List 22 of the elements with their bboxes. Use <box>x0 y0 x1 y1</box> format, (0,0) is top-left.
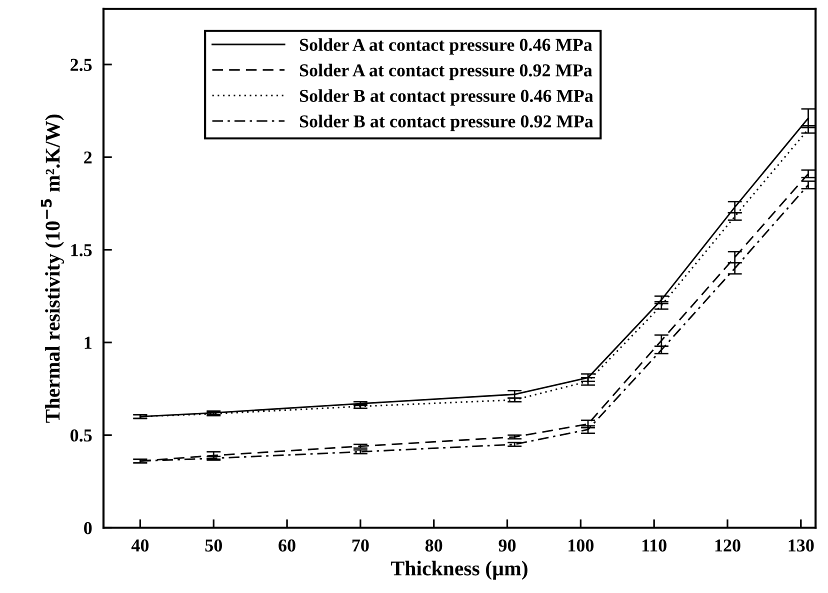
y-tick-label: 0.5 <box>70 429 92 442</box>
legend-label: Solder A at contact pressure 0.46 MPa <box>300 38 592 55</box>
y-tick-label: 1 <box>84 336 92 349</box>
y-tick-label: 1.5 <box>71 244 92 256</box>
x-tick-label: 110 <box>642 539 666 552</box>
x-tick-label: 70 <box>352 539 369 552</box>
x-tick-label: 120 <box>715 539 740 552</box>
y-tick-label: 2 <box>84 151 92 164</box>
x-tick-label: 60 <box>278 539 296 552</box>
x-tick-label: 80 <box>425 539 442 552</box>
y-tick-label: 0 <box>84 522 92 534</box>
legend-label: Solder B at contact pressure 0.46 MPa <box>300 89 594 106</box>
y-axis-title: Thermal resistivity (10$^{−5}$ m².K/W) <box>40 114 64 423</box>
legend-label: Solder B at contact pressure 0.92 MPa <box>300 114 594 132</box>
y-tick-label: 2.5 <box>70 58 92 72</box>
x-axis-title: Thickness (µm) <box>391 560 528 580</box>
x-tick-label: 130 <box>788 539 814 552</box>
x-tick-label: 40 <box>131 539 149 552</box>
x-tick-label: 50 <box>205 539 222 552</box>
x-tick-label: 100 <box>568 539 594 552</box>
x-tick-label: 90 <box>498 539 516 552</box>
legend-label: Solder A at contact pressure 0.92 MPa <box>300 64 592 80</box>
